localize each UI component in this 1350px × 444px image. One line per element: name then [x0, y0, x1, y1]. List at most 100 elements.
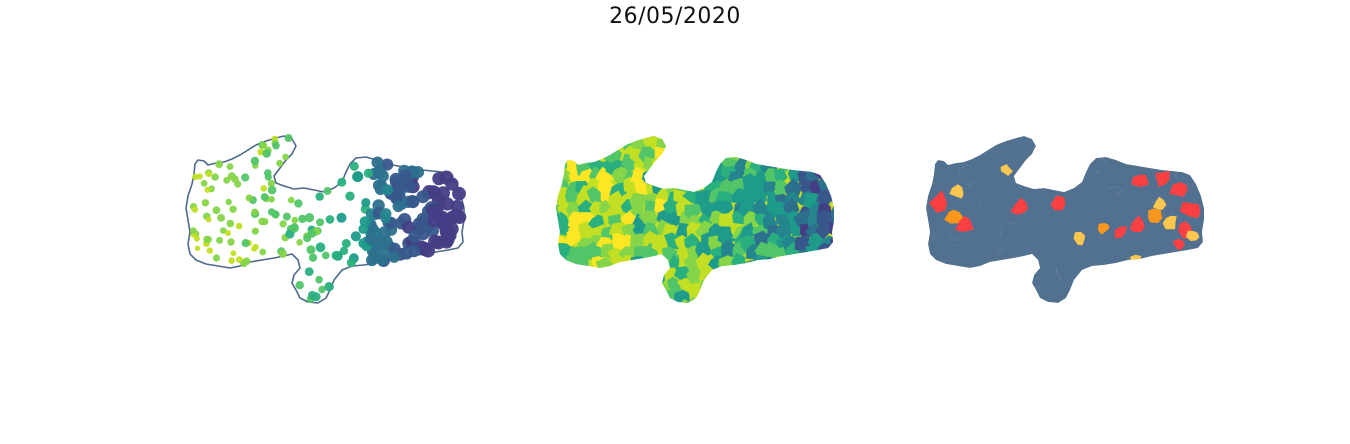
municipality-area — [598, 273, 617, 294]
municipality-area — [734, 136, 751, 143]
case-bubble — [212, 206, 221, 215]
category-area — [1131, 174, 1149, 187]
case-bubble — [227, 238, 235, 246]
municipality-area — [710, 136, 727, 142]
municipality-border — [999, 227, 1004, 237]
case-bubble — [228, 257, 235, 264]
municipality-border — [929, 258, 937, 269]
municipality-border — [1031, 143, 1036, 151]
category-area — [1130, 215, 1145, 233]
case-bubble — [205, 170, 212, 178]
municipality-area — [609, 276, 628, 292]
municipality-area — [705, 290, 723, 303]
case-bubble — [363, 168, 373, 178]
case-bubble — [370, 244, 383, 257]
municipality-area — [818, 275, 834, 293]
municipality-area — [811, 148, 826, 165]
bubble-map — [185, 134, 467, 304]
municipality-area — [787, 259, 806, 274]
municipality-area — [601, 268, 617, 282]
municipality-area — [628, 265, 648, 282]
category-area — [1000, 164, 1013, 176]
municipality-area — [706, 136, 724, 152]
municipality-area — [606, 288, 625, 303]
municipality-area — [679, 136, 697, 142]
municipality-area — [716, 274, 734, 294]
municipality-border — [1203, 194, 1204, 198]
category-area — [1010, 197, 1029, 215]
municipality-area — [630, 298, 650, 303]
municipality-area — [828, 298, 834, 303]
case-bubble — [282, 153, 289, 161]
municipality-area — [600, 299, 616, 303]
case-bubble — [407, 244, 421, 258]
case-bubble — [381, 184, 393, 196]
municipality-area — [797, 266, 814, 284]
case-bubble — [350, 231, 361, 242]
case-bubble — [417, 241, 432, 257]
municipality-area — [764, 287, 782, 303]
case-bubble — [215, 160, 223, 169]
case-bubble — [349, 161, 359, 171]
municipality-area — [687, 136, 704, 152]
municipality-area — [706, 149, 726, 163]
municipality-area — [742, 260, 764, 275]
municipality-area — [576, 300, 594, 303]
municipality-border — [1163, 211, 1165, 217]
municipality-area — [698, 144, 718, 162]
case-bubble — [211, 173, 219, 181]
municipality-area — [775, 145, 792, 165]
municipality-area — [617, 289, 639, 303]
case-bubble — [324, 282, 334, 292]
case-bubble — [304, 267, 314, 276]
municipality-area — [589, 136, 603, 142]
case-bubble — [323, 187, 332, 195]
municipality-area — [556, 257, 560, 272]
municipality-area — [763, 278, 781, 295]
case-bubble — [291, 216, 299, 224]
municipality-area — [830, 202, 834, 220]
municipality-border — [978, 201, 982, 206]
municipality-area — [645, 279, 663, 294]
category-area — [1185, 230, 1200, 242]
case-bubble — [416, 227, 430, 241]
case-bubble — [285, 229, 295, 239]
municipality-area — [805, 298, 823, 303]
case-bubble — [337, 177, 347, 187]
municipality-area — [752, 136, 773, 138]
municipality-border — [1155, 258, 1159, 268]
municipality-area — [797, 281, 817, 300]
municipality-area — [584, 290, 601, 303]
case-bubble — [226, 163, 234, 170]
municipality-area — [766, 136, 783, 152]
municipality-area — [649, 136, 668, 138]
municipality-border — [1037, 286, 1041, 288]
case-bubble — [194, 245, 201, 251]
municipality-area — [636, 274, 649, 294]
case-bubble — [284, 134, 293, 142]
municipality-border — [1170, 162, 1172, 166]
case-bubble — [259, 141, 267, 149]
case-bubble — [361, 198, 371, 208]
category-area — [1162, 215, 1177, 230]
municipality-border — [1091, 136, 1098, 137]
municipality-area — [764, 147, 779, 162]
case-bubble — [206, 247, 214, 254]
municipality-area — [600, 288, 618, 303]
case-bubble — [448, 208, 463, 223]
municipality-area — [557, 278, 572, 293]
municipality-border — [1000, 249, 1005, 253]
category-area — [955, 215, 974, 232]
case-bubble — [365, 233, 378, 246]
municipality-area — [701, 302, 716, 303]
case-bubble — [225, 198, 232, 206]
case-bubble — [204, 186, 211, 193]
municipality-border — [1131, 260, 1142, 268]
municipality-area — [806, 253, 824, 270]
municipality-area — [657, 166, 675, 186]
municipality-area — [797, 137, 812, 154]
case-bubble — [278, 249, 287, 258]
case-bubble — [226, 219, 235, 228]
municipality-area — [792, 255, 813, 271]
municipality-area — [820, 148, 834, 161]
